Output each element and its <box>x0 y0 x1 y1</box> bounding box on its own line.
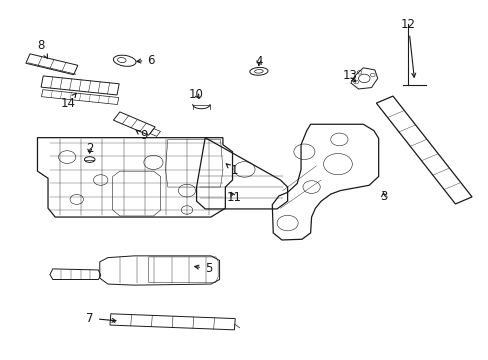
Text: 8: 8 <box>37 40 47 58</box>
Text: 11: 11 <box>226 191 241 204</box>
Text: 6: 6 <box>137 54 155 67</box>
Text: 12: 12 <box>400 18 415 77</box>
Text: 5: 5 <box>194 262 212 275</box>
Text: 3: 3 <box>379 190 386 203</box>
Text: 7: 7 <box>86 312 116 325</box>
Text: 4: 4 <box>255 55 262 68</box>
Text: 13: 13 <box>342 69 357 82</box>
Text: 2: 2 <box>86 142 93 155</box>
Text: 14: 14 <box>61 93 76 109</box>
Text: 1: 1 <box>226 164 237 177</box>
Text: 10: 10 <box>189 88 203 101</box>
Text: 9: 9 <box>136 129 147 143</box>
